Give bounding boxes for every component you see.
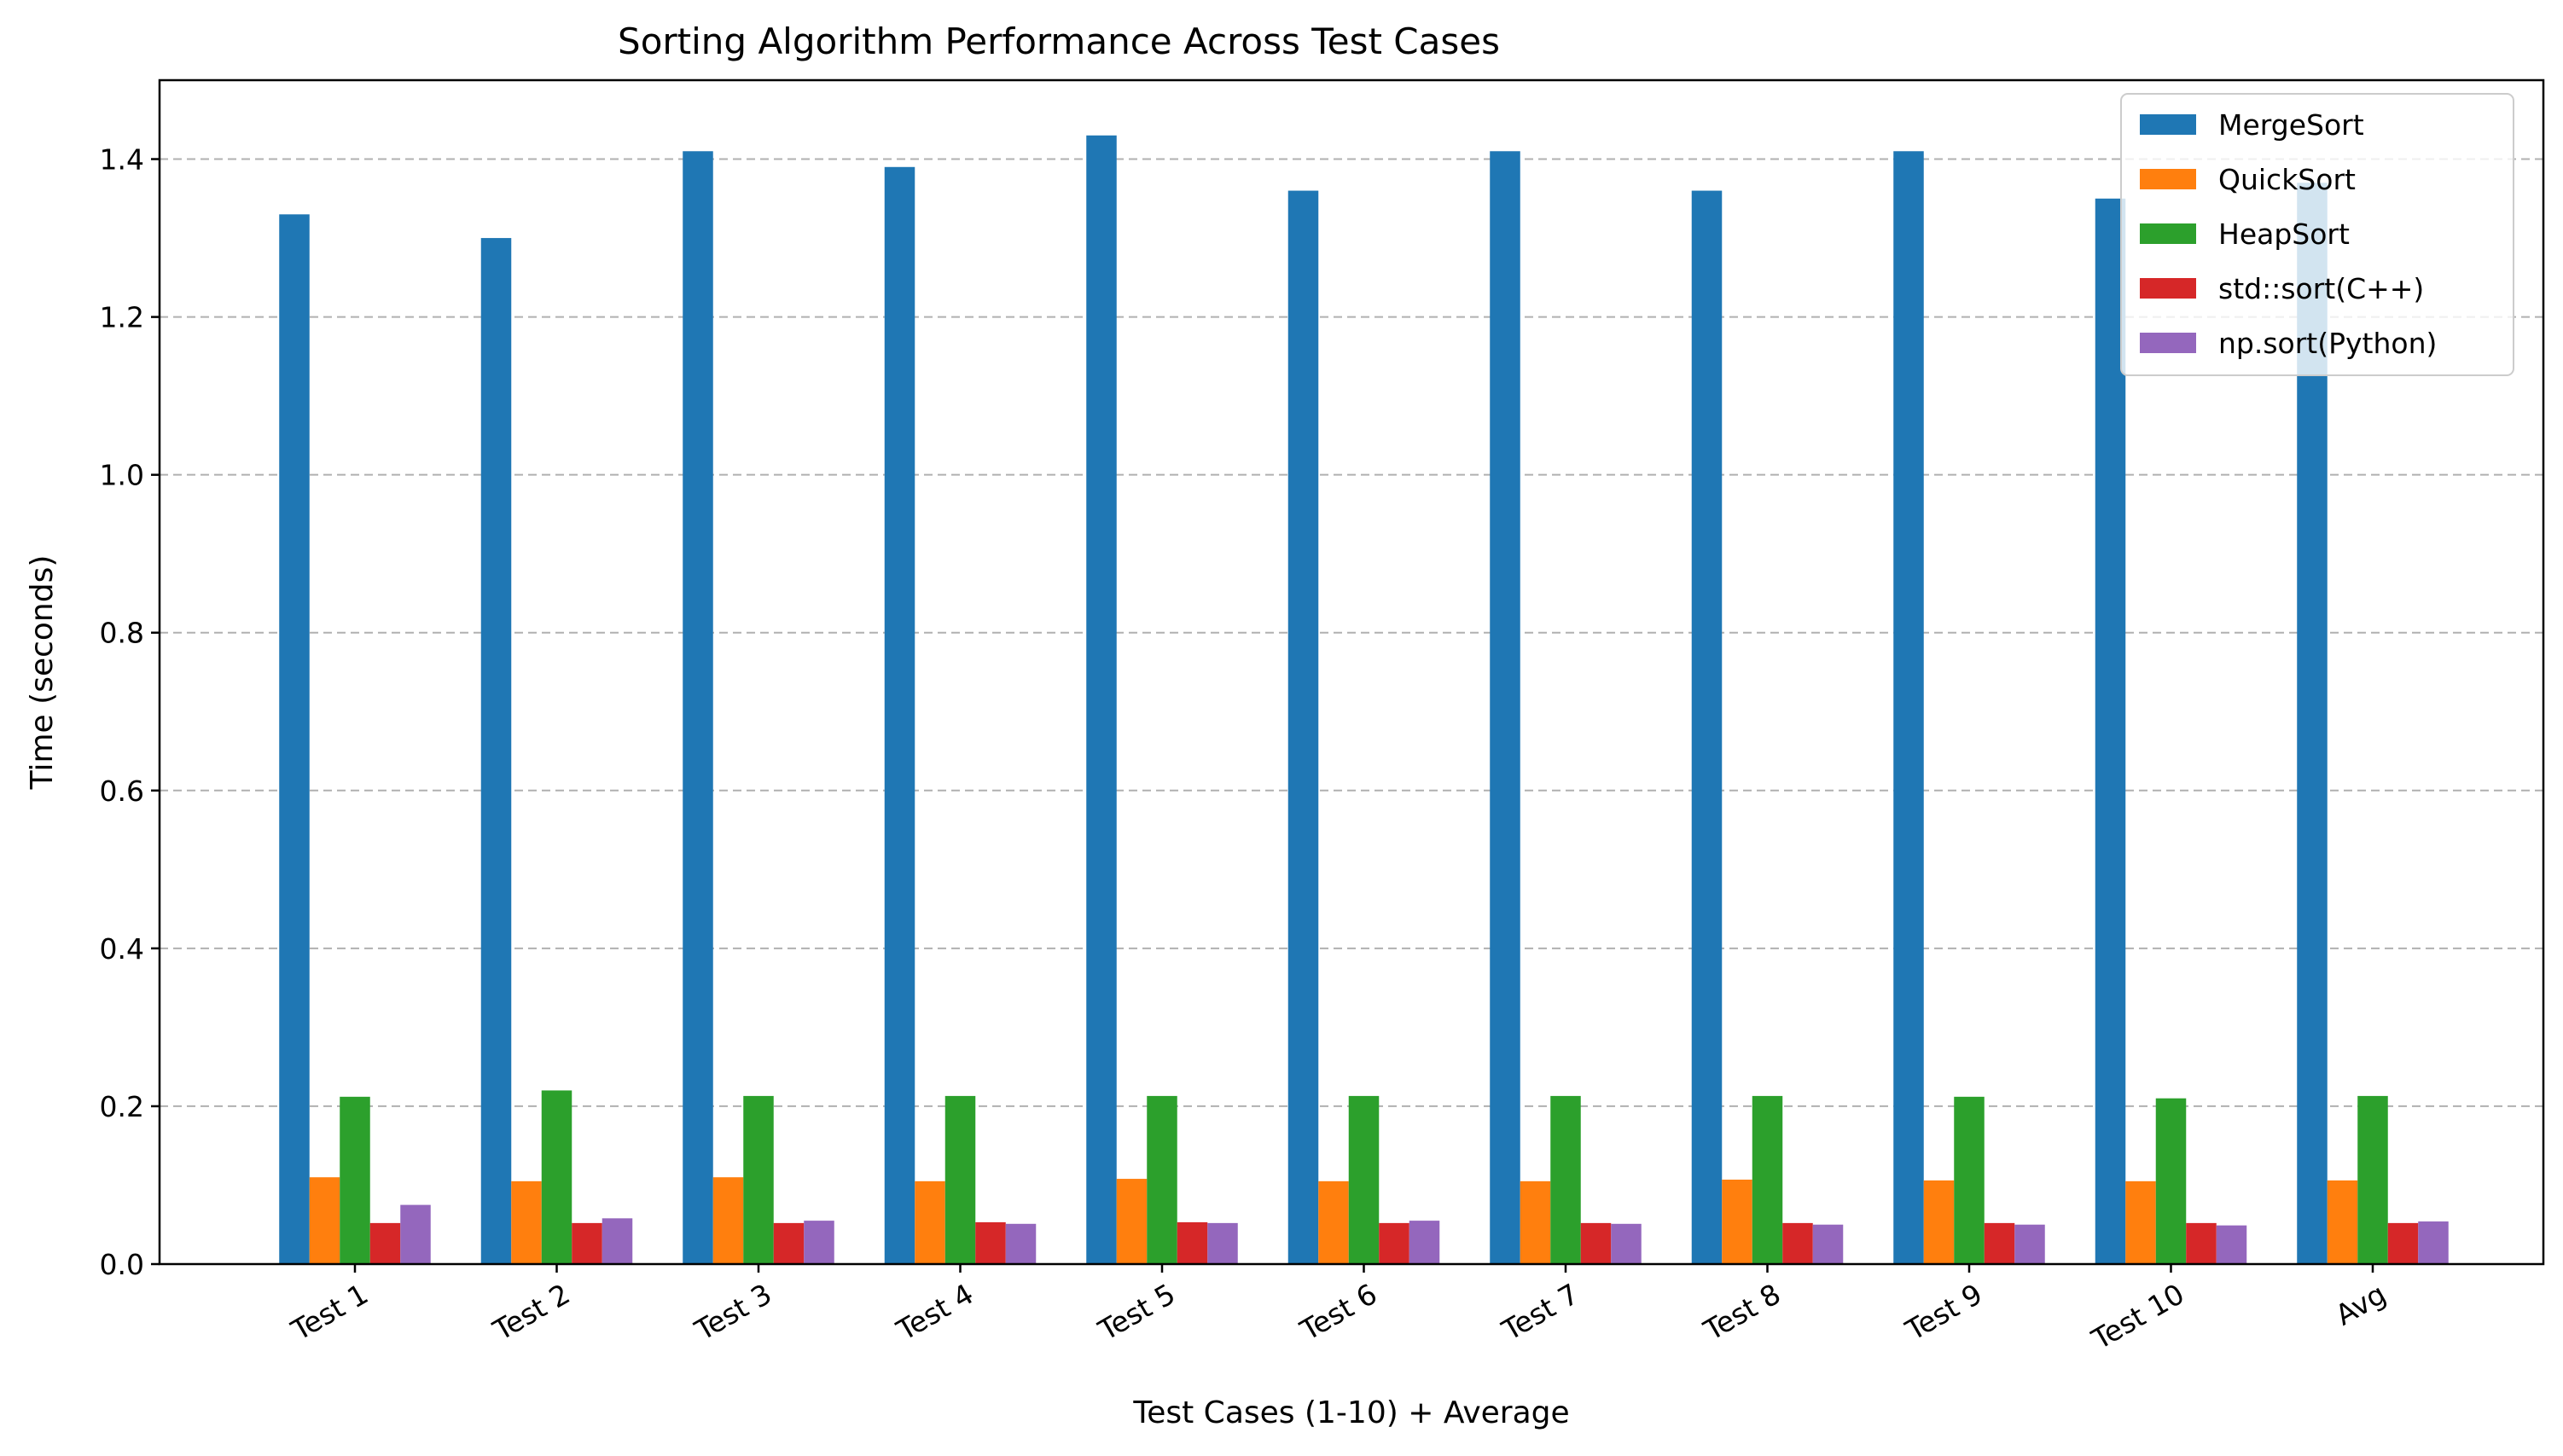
bar-mergesort-4 <box>884 166 915 1265</box>
bar-np-sort-python-8 <box>1812 1224 1844 1264</box>
bar-quicksort-10 <box>2125 1180 2156 1264</box>
y-tick-label: 0.0 <box>100 1248 144 1281</box>
bar-np-sort-python-11 <box>2418 1221 2449 1264</box>
bar-np-sort-python-10 <box>2216 1225 2247 1264</box>
bar-np-sort-python-4 <box>1005 1223 1037 1264</box>
bar-quicksort-11 <box>2327 1180 2358 1264</box>
legend-swatch <box>2140 223 2196 244</box>
bar-quicksort-2 <box>511 1180 542 1264</box>
legend-swatch <box>2140 333 2196 353</box>
bar-std-sort-c-1 <box>369 1222 401 1264</box>
bar-std-sort-c-4 <box>975 1221 1006 1264</box>
legend-box <box>2120 93 2514 376</box>
bar-quicksort-7 <box>1520 1180 1551 1264</box>
chart-title: Sorting Algorithm Performance Across Tes… <box>618 20 1500 62</box>
bar-mergesort-2 <box>480 238 512 1265</box>
bar-quicksort-6 <box>1318 1180 1349 1264</box>
bar-std-sort-c-6 <box>1379 1222 1409 1264</box>
bar-quicksort-8 <box>1722 1179 1752 1264</box>
y-tick-label: 1.0 <box>100 459 144 492</box>
bar-heapsort-11 <box>2357 1095 2388 1264</box>
y-tick-label: 0.4 <box>100 932 144 966</box>
bar-std-sort-c-7 <box>1580 1222 1612 1264</box>
legend: MergeSortQuickSortHeapSortstd::sort(C++)… <box>2120 93 2514 376</box>
bar-np-sort-python-2 <box>602 1218 633 1264</box>
bars <box>279 135 2449 1265</box>
legend-label: std::sort(C++) <box>2218 272 2424 305</box>
bar-heapsort-1 <box>340 1096 370 1264</box>
bar-mergesort-6 <box>1287 190 1319 1265</box>
bar-heapsort-5 <box>1147 1095 1177 1264</box>
bar-np-sort-python-3 <box>804 1221 834 1264</box>
bar-heapsort-7 <box>1550 1095 1581 1264</box>
bar-mergesort-8 <box>1691 190 1723 1265</box>
bar-std-sort-c-2 <box>572 1222 602 1264</box>
grid-lines <box>160 158 2543 1107</box>
y-tick-label: 1.2 <box>100 301 144 334</box>
bar-heapsort-8 <box>1752 1095 1783 1264</box>
y-axis: 0.0 0.2 0.4 0.6 0.8 1.0 1.2 1.4 <box>100 143 160 1281</box>
bar-std-sort-c-8 <box>1782 1222 1813 1264</box>
bar-mergesort-10 <box>2095 198 2126 1264</box>
bar-quicksort-1 <box>309 1177 340 1264</box>
bar-heapsort-3 <box>743 1095 774 1264</box>
plot-frame <box>158 78 2545 1266</box>
bar-np-sort-python-6 <box>1409 1221 1440 1264</box>
x-tick-label: Test 1 <box>285 1277 374 1348</box>
bar-mergesort-3 <box>683 151 713 1264</box>
bar-std-sort-c-10 <box>2186 1222 2217 1264</box>
x-tick-label: Test 9 <box>1899 1277 1988 1348</box>
x-tick-label: Test 5 <box>1092 1277 1181 1348</box>
bar-mergesort-7 <box>1490 151 1520 1264</box>
bar-heapsort-4 <box>944 1095 976 1264</box>
bar-np-sort-python-1 <box>400 1204 431 1264</box>
y-tick-label: 1.4 <box>100 143 144 177</box>
bar-std-sort-c-9 <box>1984 1222 2015 1264</box>
x-axis: Test 1 Test 2 Test 3 Test 4 Test 5 Test 6 Test… <box>285 1264 2392 1356</box>
bar-quicksort-9 <box>1923 1180 1955 1264</box>
y-tick-label: 0.2 <box>100 1090 144 1123</box>
bar-quicksort-4 <box>915 1180 945 1264</box>
legend-swatch <box>2140 169 2196 189</box>
bar-std-sort-c-11 <box>2387 1222 2419 1264</box>
bar-mergesort-9 <box>1893 151 1924 1264</box>
legend-label: MergeSort <box>2218 108 2364 142</box>
x-tick-label: Test 8 <box>1698 1277 1787 1348</box>
bar-heapsort-10 <box>2155 1098 2187 1264</box>
x-tick-label: Test 4 <box>891 1277 979 1348</box>
bar-mergesort-5 <box>1086 135 1117 1265</box>
legend-label: np.sort(Python) <box>2218 327 2437 360</box>
x-tick-label: Test 6 <box>1294 1277 1383 1348</box>
bar-np-sort-python-9 <box>2014 1224 2045 1264</box>
bar-heapsort-2 <box>541 1090 572 1264</box>
bar-mergesort-1 <box>279 214 310 1265</box>
x-tick-label: Avg <box>2330 1277 2392 1331</box>
bar-heapsort-6 <box>1348 1095 1380 1264</box>
legend-swatch <box>2140 114 2196 135</box>
bar-heapsort-9 <box>1954 1096 1985 1264</box>
legend-swatch <box>2140 278 2196 299</box>
y-axis-label: Time (seconds) <box>25 555 60 791</box>
bar-np-sort-python-5 <box>1207 1222 1238 1264</box>
bar-quicksort-3 <box>712 1177 744 1264</box>
legend-label: QuickSort <box>2218 163 2356 196</box>
bar-std-sort-c-3 <box>773 1222 805 1264</box>
x-tick-label: Test 7 <box>1496 1277 1584 1348</box>
legend-label: HeapSort <box>2218 218 2350 251</box>
x-axis-label: Test Cases (1-10) + Average <box>1132 1395 1569 1430</box>
bar-quicksort-5 <box>1116 1179 1148 1264</box>
bar-std-sort-c-5 <box>1177 1221 1208 1264</box>
x-tick-label: Test 3 <box>689 1277 777 1348</box>
x-tick-label: Test 2 <box>487 1277 576 1348</box>
x-tick-label: Test 10 <box>2085 1277 2189 1356</box>
y-tick-label: 0.8 <box>100 617 144 650</box>
y-tick-label: 0.6 <box>100 774 144 808</box>
bar-np-sort-python-7 <box>1611 1223 1642 1264</box>
